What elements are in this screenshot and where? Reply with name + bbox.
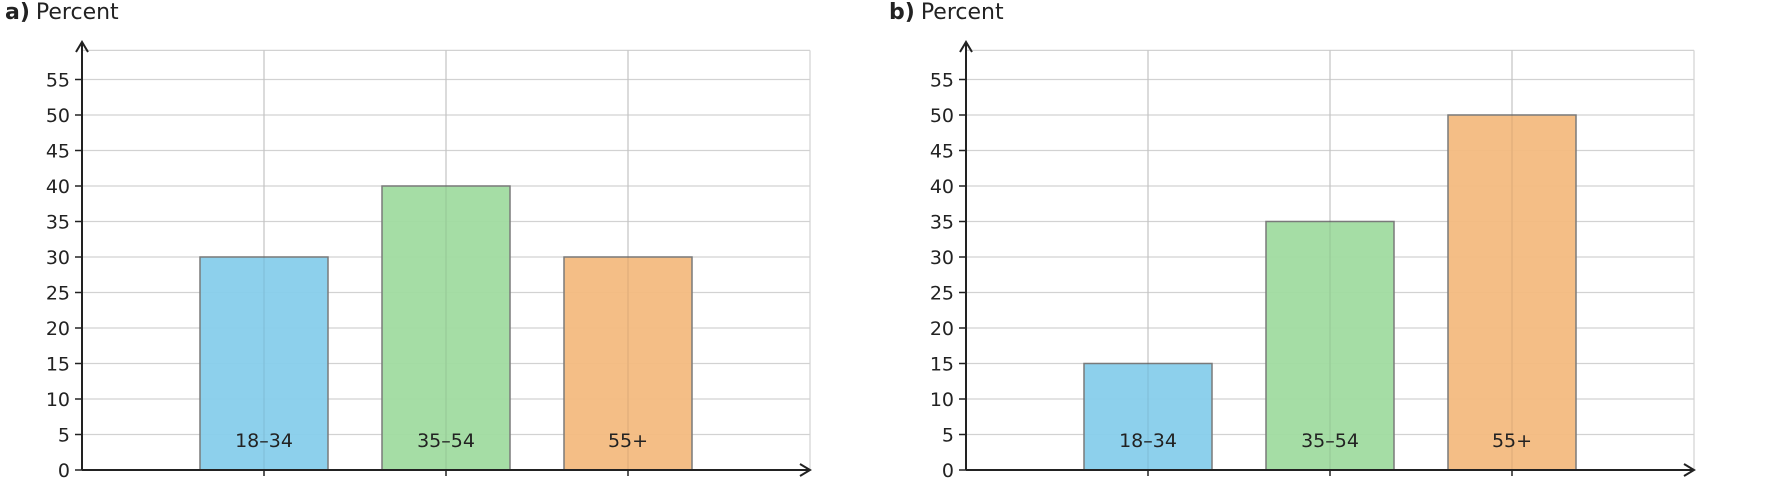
bar-chart-a: 18–34 35–54 55+ 0 5 10 15 20 25 30 35 40 45 50 55 xyxy=(46,40,812,482)
bar-55+ xyxy=(563,256,693,471)
bar-18–34 xyxy=(1083,362,1213,471)
y-tick-label: 40 xyxy=(46,176,70,198)
category-label: 55+ xyxy=(1492,430,1532,452)
category-label: 35–54 xyxy=(1301,430,1359,452)
y-tick-label: 20 xyxy=(930,318,954,340)
panel-header: a) Percent xyxy=(5,0,119,26)
panel-label: a) xyxy=(5,0,30,25)
y-tick-label: 35 xyxy=(930,212,954,234)
y-tick-label: 5 xyxy=(58,425,70,447)
y-tick-label: 0 xyxy=(942,460,954,482)
chart-panel-a: a) Percent 18–34 35–54 55+ 0 5 10 15 20 25 30 35 40 4… xyxy=(0,0,880,486)
y-tick-label: 30 xyxy=(930,247,954,269)
y-tick-label: 45 xyxy=(930,141,954,163)
y-tick-label: 25 xyxy=(46,283,70,305)
y-axis-label: Percent xyxy=(920,0,1004,25)
category-label: 18–34 xyxy=(1119,430,1177,452)
category-label: 55+ xyxy=(608,430,648,452)
panel-label: b) xyxy=(889,0,915,25)
bar-chart-b: 18–34 35–54 55+ 0 5 10 15 20 25 30 35 40 45 50 55 xyxy=(930,40,1696,482)
category-label: 35–54 xyxy=(417,430,475,452)
y-tick-label: 25 xyxy=(930,283,954,305)
y-tick-label: 15 xyxy=(46,354,70,376)
x-axis-arrow xyxy=(1683,463,1696,477)
y-tick-label: 30 xyxy=(46,247,70,269)
y-tick-label: 35 xyxy=(46,212,70,234)
panel-header: b) Percent xyxy=(889,0,1004,26)
y-tick-label: 15 xyxy=(930,354,954,376)
y-tick-label: 20 xyxy=(46,318,70,340)
y-axis-arrow xyxy=(75,40,89,53)
y-tick-label: 10 xyxy=(46,389,70,411)
y-tick-label: 50 xyxy=(46,105,70,127)
y-tick-label: 40 xyxy=(930,176,954,198)
chart-panel-b: b) Percent 18–34 35–54 55+ 0 5 10 15 20 25 30 35 40 4… xyxy=(884,0,1764,486)
y-tick-label: 10 xyxy=(930,389,954,411)
category-label: 18–34 xyxy=(235,430,293,452)
y-axis-label: Percent xyxy=(35,0,119,25)
y-tick-label: 50 xyxy=(930,105,954,127)
y-tick-label: 55 xyxy=(46,70,70,92)
x-axis-arrow xyxy=(799,463,812,477)
y-tick-label: 0 xyxy=(58,460,70,482)
y-tick-label: 45 xyxy=(46,141,70,163)
y-tick-label: 5 xyxy=(942,425,954,447)
y-axis-arrow xyxy=(959,40,973,53)
y-tick-label: 55 xyxy=(930,70,954,92)
bar-55+ xyxy=(1447,114,1577,471)
